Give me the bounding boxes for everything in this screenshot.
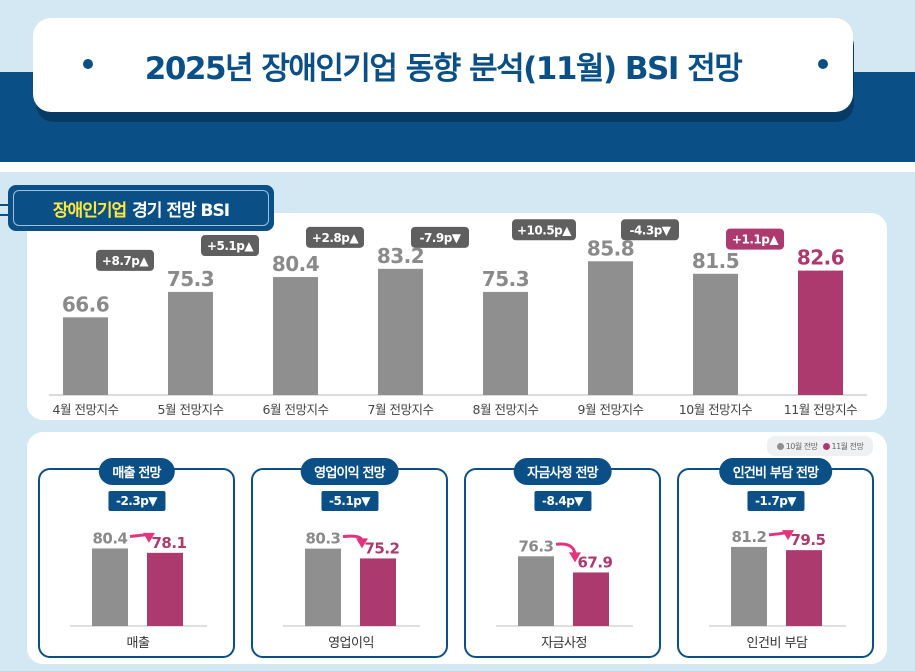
legend-label-prev: 10월 전망 bbox=[785, 441, 818, 451]
x-tick-label: 4월 전망지수 bbox=[53, 402, 119, 417]
trend-arrowhead-icon bbox=[782, 530, 794, 541]
x-tick-label: 인건비 부담 bbox=[747, 636, 808, 651]
bar bbox=[168, 291, 213, 395]
change-badge-label: +10.5p▲ bbox=[517, 223, 572, 237]
x-tick-label: 7월 전망지수 bbox=[368, 402, 434, 417]
funding-chart: 76.3 67.9 자금사정 bbox=[496, 537, 633, 651]
bar-prev-value: 80.3 bbox=[305, 530, 340, 548]
bar bbox=[588, 261, 633, 395]
divider-strip bbox=[0, 162, 915, 172]
title-card: 2025년 장애인기업 동향 분석(11월) BSI 전망 bbox=[33, 18, 853, 112]
bar-prev bbox=[518, 556, 554, 626]
section-line-decoration bbox=[0, 204, 12, 206]
x-tick-label: 9월 전망지수 bbox=[578, 402, 644, 417]
main-bsi-chart: 66.6 4월 전망지수 75.3 5월 전망지수 +8.7p▲ 80.4 6월 전망지수 +… bbox=[49, 219, 867, 417]
x-tick-label: 11월 전망지수 bbox=[784, 402, 857, 417]
bar-curr bbox=[147, 552, 183, 626]
panel-sales: 80.4 78.1 매출 매출 전망 -2.3p▼ bbox=[38, 458, 235, 658]
bar-value-label: 81.5 bbox=[692, 249, 739, 273]
x-tick-label: 매출 bbox=[127, 636, 150, 651]
bar-value-label: 66.6 bbox=[62, 292, 109, 316]
panel-title: 인건비 부담 전망 bbox=[718, 458, 833, 485]
bar-curr-value: 75.2 bbox=[364, 539, 399, 557]
bar bbox=[273, 277, 318, 395]
x-tick-label: 자금사정 bbox=[541, 636, 587, 651]
change-badge-label: +5.1p▲ bbox=[207, 239, 254, 253]
change-badge bbox=[621, 219, 679, 241]
sales-chart: 80.4 78.1 매출 bbox=[70, 529, 207, 651]
bar-value-label: 85.8 bbox=[587, 236, 634, 260]
x-tick-label: 5월 전망지수 bbox=[158, 402, 224, 417]
change-badge bbox=[201, 235, 259, 257]
legend-item-prev: 10월 전망 bbox=[776, 441, 818, 452]
bar-curr-value: 78.1 bbox=[151, 534, 186, 552]
labor-cost-chart: 81.2 79.5 인건비 부담 bbox=[709, 528, 846, 651]
panel-delta-badge: -5.1p▼ bbox=[320, 491, 379, 511]
change-badge bbox=[96, 249, 154, 271]
page-title: 2025년 장애인기업 동향 분석(11월) BSI 전망 bbox=[144, 50, 743, 87]
bar-prev bbox=[731, 546, 767, 626]
bar-curr bbox=[786, 550, 822, 626]
bar-value-label: 75.3 bbox=[482, 267, 529, 291]
trend-arrowhead-icon bbox=[569, 552, 581, 563]
legend: 10월 전망 11월 전망 bbox=[767, 436, 873, 456]
panel-title: 영업이익 전망 bbox=[300, 458, 399, 485]
change-badge bbox=[512, 219, 576, 241]
bar bbox=[693, 273, 738, 395]
legend-label-curr: 11월 전망 bbox=[831, 441, 864, 451]
change-badge-label: +8.7p▲ bbox=[102, 254, 149, 268]
bar-curr-value: 67.9 bbox=[577, 553, 612, 571]
panel-funding: 76.3 67.9 자금사정 자금사정 전망 -8.4p▼ bbox=[464, 458, 661, 658]
bar-prev-value: 81.2 bbox=[731, 528, 766, 546]
bar-value-label: 75.3 bbox=[167, 267, 214, 291]
bar-prev bbox=[305, 548, 341, 626]
panel-delta-badge: -1.7p▼ bbox=[746, 491, 805, 511]
legend-swatch-magenta bbox=[822, 442, 830, 450]
change-badge-label: -7.9p▼ bbox=[419, 231, 461, 245]
x-tick-label: 8월 전망지수 bbox=[473, 402, 539, 417]
bar bbox=[63, 317, 108, 395]
section-line-decoration bbox=[0, 214, 12, 216]
change-badge bbox=[726, 228, 784, 250]
trend-arrowhead-icon bbox=[356, 538, 368, 549]
panel-title: 자금사정 전망 bbox=[513, 458, 612, 485]
bar-curr bbox=[573, 572, 609, 626]
panel-delta-badge: -2.3p▼ bbox=[107, 491, 166, 511]
bar-value-label: 80.4 bbox=[272, 252, 319, 276]
legend-item-curr: 11월 전망 bbox=[822, 441, 864, 452]
bar-prev-value: 76.3 bbox=[518, 537, 553, 555]
legend-swatch-gray bbox=[776, 442, 784, 450]
change-badge bbox=[411, 226, 469, 248]
bar-prev bbox=[92, 548, 128, 626]
panel-title: 매출 전망 bbox=[98, 458, 175, 485]
bar bbox=[483, 291, 528, 395]
operating-profit-chart: 80.3 75.2 영업이익 bbox=[283, 530, 420, 651]
bar bbox=[798, 270, 843, 395]
bar bbox=[378, 268, 423, 395]
bullet-dot-icon bbox=[83, 59, 93, 69]
bar-value-label: 83.2 bbox=[377, 244, 424, 268]
panel-labor-cost: 81.2 79.5 인건비 부담 인건비 부담 전망 -1.7p▼ bbox=[677, 458, 874, 658]
section-title-highlight: 장애인기업 bbox=[52, 200, 127, 221]
bar-curr bbox=[360, 558, 396, 626]
panel-operating-profit: 80.3 75.2 영업이익 영업이익 전망 -5.1p▼ bbox=[251, 458, 448, 658]
x-tick-label: 영업이익 bbox=[328, 636, 374, 651]
change-badge bbox=[306, 226, 364, 248]
change-badge-label: +1.1p▲ bbox=[732, 233, 779, 247]
trend-arrowhead-icon bbox=[143, 532, 155, 543]
change-badge-label: +2.8p▲ bbox=[312, 231, 359, 245]
section-title-rest: 경기 전망 BSI bbox=[132, 200, 230, 221]
bar-value-label: 82.6 bbox=[797, 246, 844, 270]
change-badge-label: -4.3p▼ bbox=[629, 223, 671, 237]
bullet-dot-icon bbox=[818, 59, 828, 69]
x-tick-label: 6월 전망지수 bbox=[263, 402, 329, 417]
section-title: 장애인기업 경기 전망 BSI bbox=[8, 185, 274, 231]
bar-curr-value: 79.5 bbox=[790, 531, 825, 549]
panel-delta-badge: -8.4p▼ bbox=[533, 491, 592, 511]
bar-prev-value: 80.4 bbox=[92, 529, 127, 547]
x-tick-label: 10월 전망지수 bbox=[679, 402, 752, 417]
main-chart-card: 66.6 4월 전망지수 75.3 5월 전망지수 +8.7p▲ 80.4 6월 전망지수 +… bbox=[27, 213, 887, 420]
